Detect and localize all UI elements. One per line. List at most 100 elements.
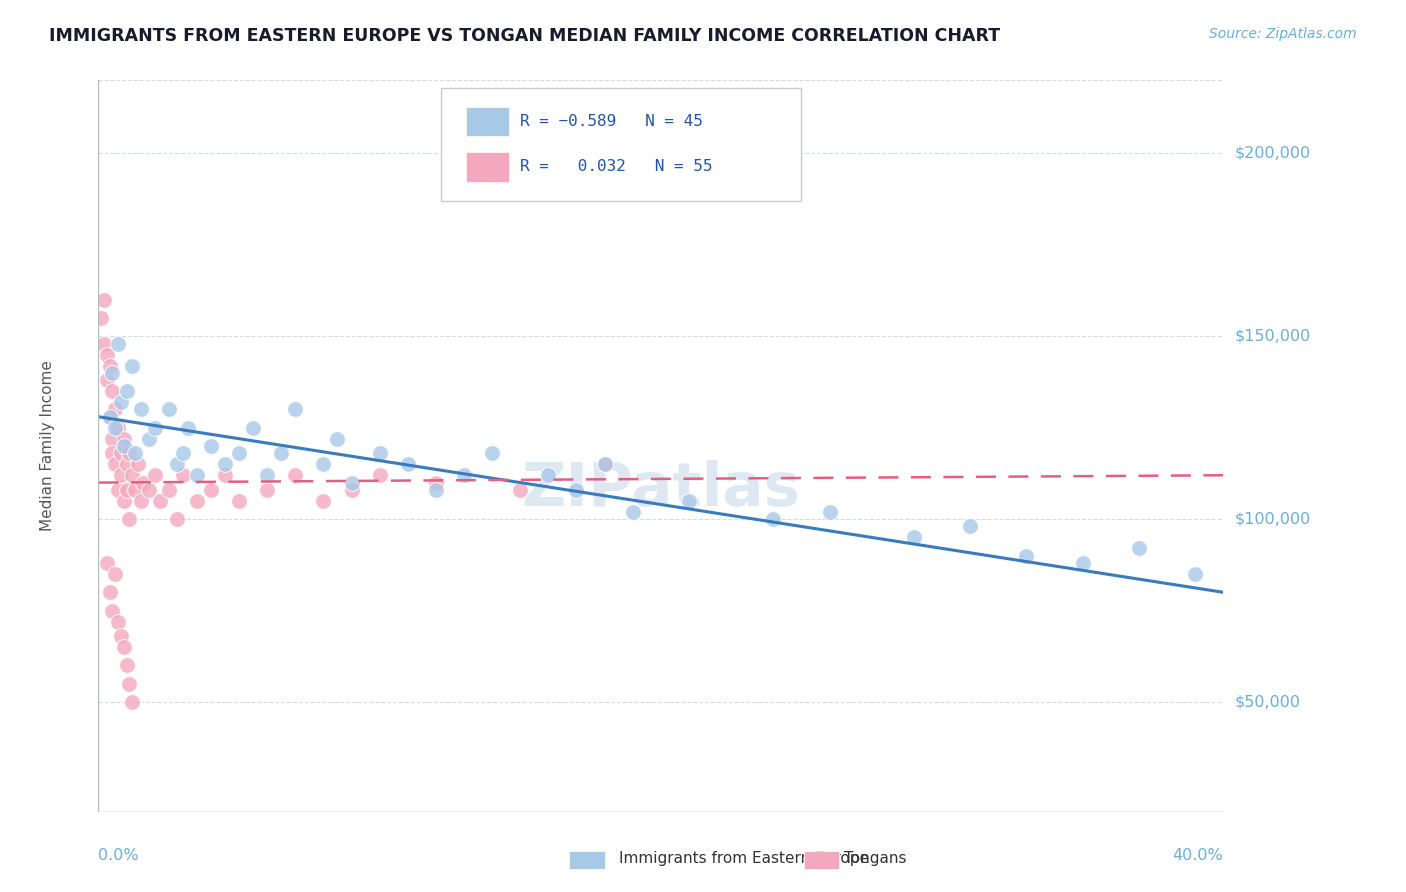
Point — [143, 468, 166, 483]
Text: 0.0%: 0.0% — [98, 848, 139, 863]
Point — [115, 384, 138, 398]
Point — [172, 468, 194, 483]
Point — [565, 483, 588, 497]
Point — [98, 409, 121, 424]
Point — [284, 402, 307, 417]
Point — [104, 402, 127, 417]
Point — [107, 483, 129, 497]
Point — [1071, 556, 1094, 570]
Point — [93, 336, 115, 351]
Point — [256, 468, 278, 483]
Point — [340, 475, 363, 490]
Point — [177, 420, 200, 434]
Point — [228, 493, 250, 508]
Point — [256, 483, 278, 497]
Point — [121, 359, 143, 373]
Point — [593, 457, 616, 471]
FancyBboxPatch shape — [467, 153, 509, 182]
Point — [166, 512, 188, 526]
Point — [127, 457, 149, 471]
Point — [242, 420, 264, 434]
Point — [1128, 541, 1150, 556]
Point — [118, 676, 141, 690]
Point — [425, 483, 447, 497]
Text: 40.0%: 40.0% — [1173, 848, 1223, 863]
Text: ZIPatlas: ZIPatlas — [522, 460, 800, 519]
Point — [157, 402, 180, 417]
Text: $50,000: $50,000 — [1234, 695, 1301, 709]
Text: IMMIGRANTS FROM EASTERN EUROPE VS TONGAN MEDIAN FAMILY INCOME CORRELATION CHART: IMMIGRANTS FROM EASTERN EUROPE VS TONGAN… — [49, 27, 1000, 45]
Point — [101, 366, 124, 380]
Text: Immigrants from Eastern Europe: Immigrants from Eastern Europe — [619, 851, 869, 865]
Point — [621, 505, 644, 519]
Point — [138, 432, 160, 446]
Point — [312, 457, 335, 471]
Point — [509, 483, 531, 497]
Text: $100,000: $100,000 — [1234, 512, 1310, 526]
Point — [149, 493, 172, 508]
Point — [129, 493, 152, 508]
Point — [118, 446, 141, 460]
Point — [101, 603, 124, 617]
Point — [96, 556, 118, 570]
Point — [112, 439, 135, 453]
Point — [101, 446, 124, 460]
Point — [284, 468, 307, 483]
Point — [425, 475, 447, 490]
Point — [90, 310, 112, 325]
Point — [143, 420, 166, 434]
Point — [270, 446, 292, 460]
Text: $150,000: $150,000 — [1234, 329, 1310, 343]
Point — [101, 384, 124, 398]
Point — [110, 446, 132, 460]
Text: $200,000: $200,000 — [1234, 146, 1310, 161]
Point — [121, 695, 143, 709]
Point — [186, 493, 208, 508]
Point — [132, 475, 155, 490]
Point — [537, 468, 560, 483]
Text: Source: ZipAtlas.com: Source: ZipAtlas.com — [1209, 27, 1357, 41]
Point — [96, 373, 118, 387]
Point — [93, 293, 115, 307]
Point — [112, 493, 135, 508]
Point — [678, 493, 700, 508]
Point — [129, 402, 152, 417]
Point — [98, 409, 121, 424]
Point — [481, 446, 503, 460]
Point — [453, 468, 475, 483]
Point — [214, 468, 236, 483]
Text: R =   0.032   N = 55: R = 0.032 N = 55 — [520, 160, 713, 175]
Point — [124, 446, 146, 460]
Point — [112, 640, 135, 655]
Point — [368, 468, 391, 483]
Text: Tongans: Tongans — [844, 851, 905, 865]
Point — [107, 615, 129, 629]
Point — [96, 347, 118, 362]
Point — [200, 483, 222, 497]
Text: Median Family Income: Median Family Income — [41, 360, 55, 532]
Point — [138, 483, 160, 497]
Point — [903, 530, 925, 544]
Point — [1184, 567, 1206, 582]
Point — [110, 629, 132, 643]
Point — [368, 446, 391, 460]
Point — [107, 420, 129, 434]
Point — [118, 512, 141, 526]
Point — [112, 432, 135, 446]
Point — [593, 457, 616, 471]
Point — [326, 432, 349, 446]
Point — [101, 432, 124, 446]
Point — [110, 395, 132, 409]
FancyBboxPatch shape — [467, 107, 509, 136]
Point — [166, 457, 188, 471]
Point — [124, 483, 146, 497]
FancyBboxPatch shape — [441, 87, 801, 201]
Text: R = −0.589   N = 45: R = −0.589 N = 45 — [520, 114, 703, 129]
Point — [396, 457, 419, 471]
Point — [110, 468, 132, 483]
Point — [115, 457, 138, 471]
Point — [115, 658, 138, 673]
Point — [214, 457, 236, 471]
Point — [157, 483, 180, 497]
Point — [200, 439, 222, 453]
